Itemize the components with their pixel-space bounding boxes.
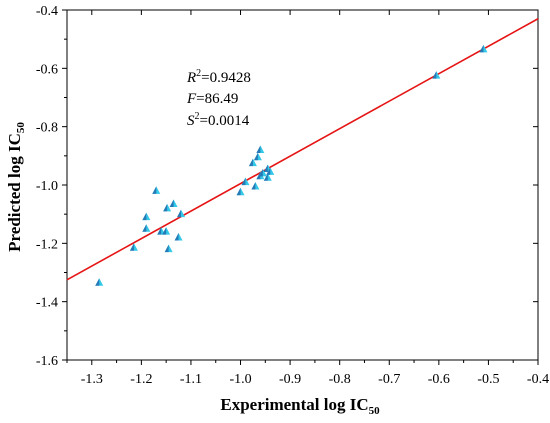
data-point xyxy=(163,203,172,212)
x-tick-label: -0.9 xyxy=(279,372,301,387)
y-axis-title: Predicted log IC50 xyxy=(5,122,27,252)
x-tick-label: -0.6 xyxy=(428,372,450,387)
data-point-shade xyxy=(253,152,258,161)
x-axis-title: Experimental log IC50 xyxy=(220,395,380,417)
y-tick-label: -0.6 xyxy=(36,62,58,77)
y-tick-label: -1.2 xyxy=(36,237,58,252)
y-tick-label: -1.6 xyxy=(36,354,58,369)
data-point xyxy=(169,199,178,207)
data-point-shade xyxy=(256,145,261,153)
data-point xyxy=(142,212,151,221)
data-point xyxy=(241,177,250,186)
y-tick-label: -1.4 xyxy=(36,296,58,311)
x-tick-label: -0.5 xyxy=(477,372,499,387)
data-point xyxy=(263,173,272,181)
data-point-shade xyxy=(162,227,167,235)
axis-ticks-layer: -1.3 -1.2 -1.1 -1.0 -0.9 -0.8 -0.7 -0.6 -0.5 -0.4… xyxy=(36,4,549,387)
stats-annotation: R2=0.9428 F=86.49 S2=0.0014 xyxy=(186,68,251,129)
data-point-shade xyxy=(157,227,162,235)
data-point xyxy=(251,181,260,190)
plot-area-border xyxy=(66,9,539,361)
data-point xyxy=(258,168,267,177)
regression-line-layer xyxy=(66,18,539,281)
x-tick-label: -1.0 xyxy=(229,372,251,387)
x-tick-label: -0.8 xyxy=(329,372,351,387)
data-point-shade xyxy=(432,71,437,79)
data-point-shade xyxy=(241,177,246,186)
data-point xyxy=(174,233,183,241)
data-points-layer xyxy=(95,44,488,286)
data-point-shade xyxy=(263,173,268,181)
data-point xyxy=(164,244,173,253)
data-point-shade xyxy=(163,203,168,212)
data-point xyxy=(248,158,257,167)
data-point xyxy=(162,227,171,235)
data-point-shade xyxy=(129,243,134,251)
data-point-shade xyxy=(169,199,174,207)
data-point xyxy=(142,224,151,232)
s-squared-annotation: S2=0.0014 xyxy=(187,111,250,129)
r-squared-annotation: R2=0.9428 xyxy=(186,68,251,86)
data-point-shade xyxy=(479,44,484,53)
data-point-shade xyxy=(266,167,271,175)
data-point xyxy=(236,187,245,196)
y-tick-label: -0.4 xyxy=(36,4,58,19)
data-point xyxy=(479,44,488,53)
data-point-shade xyxy=(95,278,100,286)
f-statistic-annotation: F=86.49 xyxy=(186,91,238,107)
data-point-shade xyxy=(142,212,147,221)
data-point xyxy=(432,71,441,79)
data-point xyxy=(152,186,161,194)
data-point xyxy=(266,167,275,175)
data-point xyxy=(129,243,138,251)
data-point xyxy=(95,278,104,286)
data-point xyxy=(177,209,186,218)
x-tick-label: -0.4 xyxy=(527,372,549,387)
x-tick-label: -1.1 xyxy=(180,372,202,387)
data-point xyxy=(253,152,262,161)
regression-line xyxy=(66,18,539,281)
data-point-shade xyxy=(251,181,256,190)
x-tick-label: -0.7 xyxy=(378,372,400,387)
y-tick-label: -0.8 xyxy=(36,121,58,136)
data-point-shade xyxy=(152,186,157,194)
x-tick-label: -1.3 xyxy=(81,372,103,387)
data-point-shade xyxy=(263,164,268,172)
data-point-shade xyxy=(258,168,263,177)
data-point-shade xyxy=(256,171,261,180)
x-tick-label: -1.2 xyxy=(130,372,152,387)
data-point-shade xyxy=(177,209,182,218)
data-point-shade xyxy=(164,244,169,253)
data-point-shade xyxy=(142,224,147,232)
data-point-shade xyxy=(236,187,241,196)
plot-frame xyxy=(66,9,539,361)
data-point-shade xyxy=(174,233,179,241)
data-point xyxy=(256,145,265,153)
y-tick-label: -1.0 xyxy=(36,179,58,194)
data-point-shade xyxy=(248,158,253,167)
